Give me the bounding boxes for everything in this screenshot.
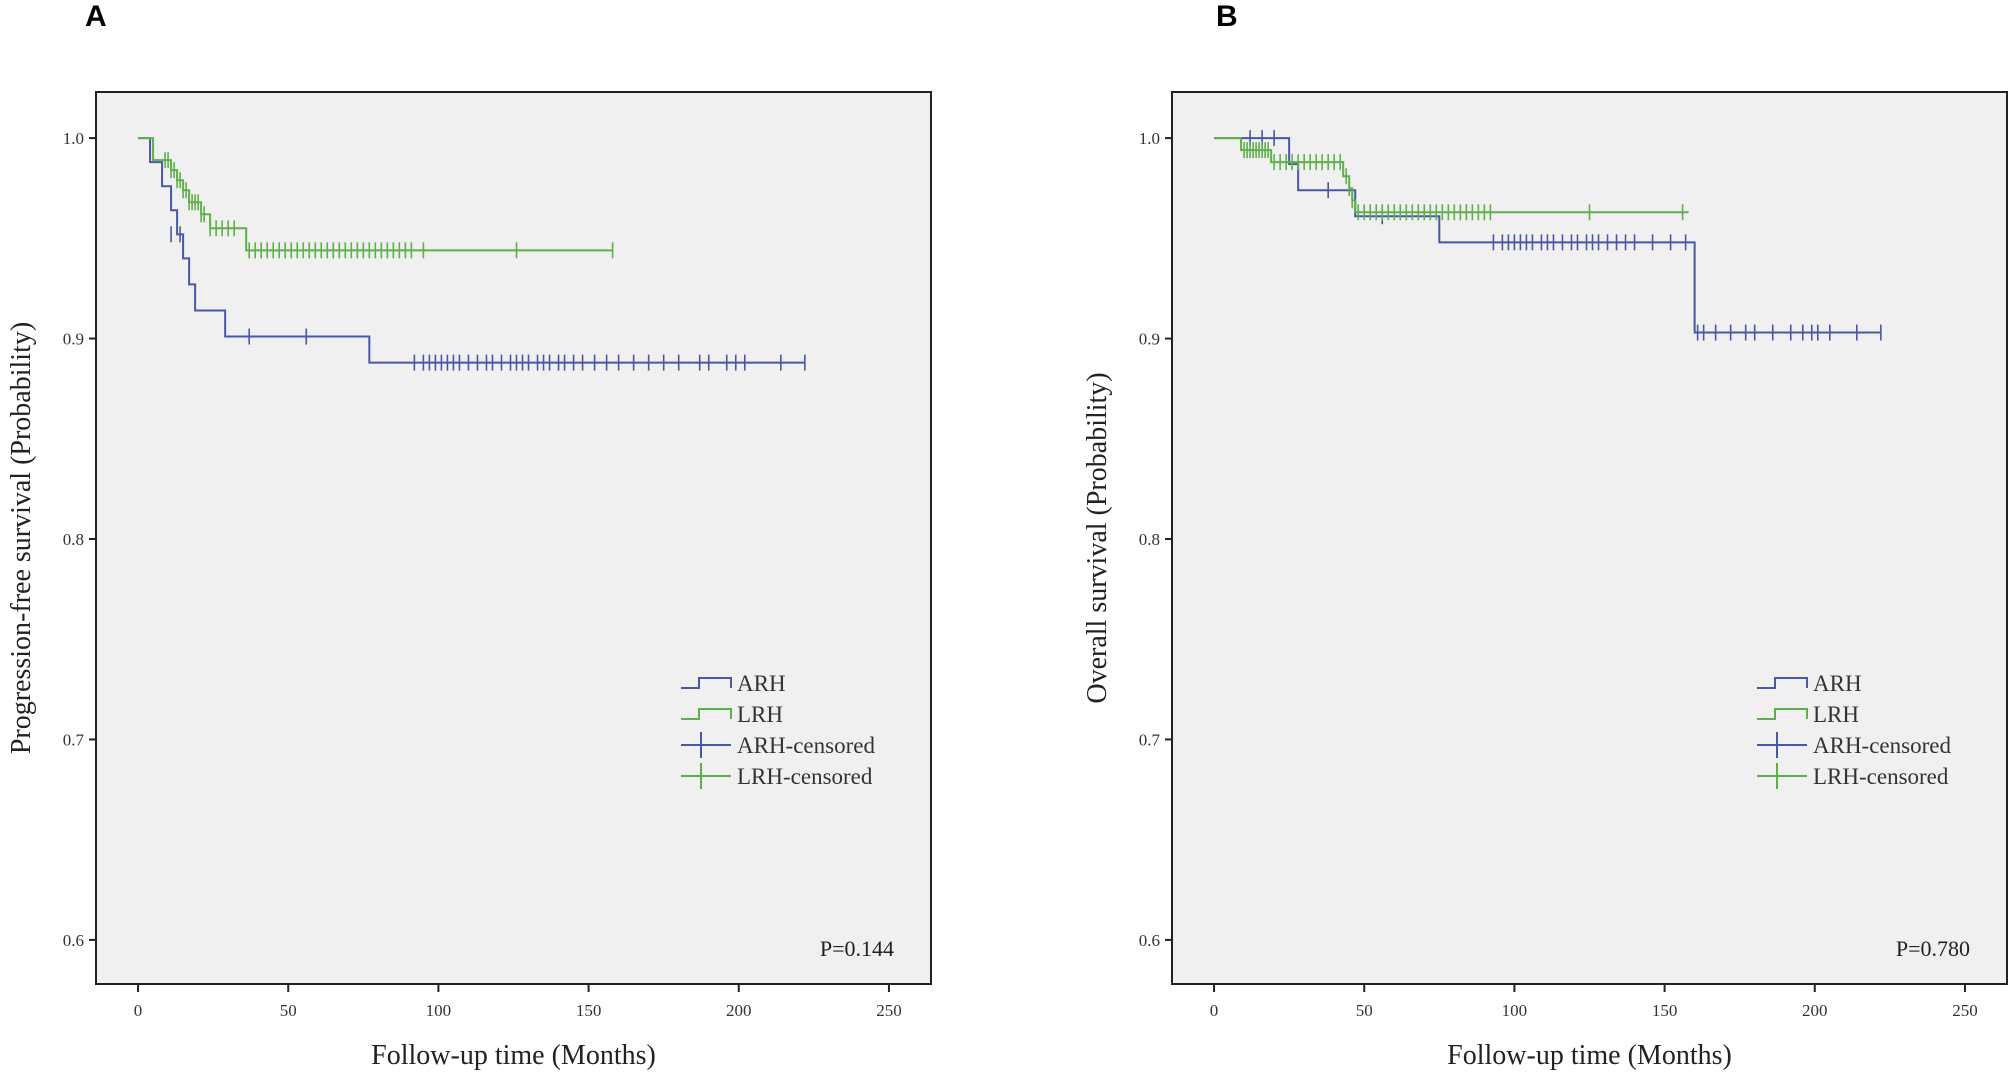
y-tick-label: 0.7: [63, 730, 85, 749]
y-tick-label: 0.6: [1139, 931, 1160, 950]
p-value: P=0.144: [820, 936, 894, 961]
y-tick-label: 0.9: [1139, 330, 1160, 349]
x-tick-label: 250: [1952, 1001, 1978, 1020]
x-tick-label: 0: [1210, 1001, 1219, 1020]
y-axis-title: Overall survival (Probability): [1082, 372, 1113, 703]
panel-b: B 0.6 0.7 0.8 0.9 1.0 0 50 100 150 200 250 Follow-u…: [1076, 0, 2013, 1079]
panel-label: A: [85, 0, 107, 33]
legend-swatch-line: [681, 708, 732, 720]
y-tick-label: 0.8: [1139, 530, 1160, 549]
p-value: P=0.780: [1896, 936, 1970, 961]
legend-swatch-line: [1757, 708, 1808, 720]
x-tick-label: 250: [876, 1001, 902, 1020]
km-curve-arh: [138, 137, 805, 364]
legend-label: ARH: [737, 671, 786, 696]
legend-label: ARH-censored: [737, 733, 875, 758]
x-tick-label: 0: [134, 1001, 143, 1020]
x-tick-label: 200: [1802, 1001, 1828, 1020]
legend-label: LRH: [1813, 702, 1859, 727]
y-tick-label: 0.6: [63, 931, 84, 950]
y-tick-label: 0.9: [63, 330, 84, 349]
x-tick-label: 150: [1652, 1001, 1678, 1020]
x-axis-title: Follow-up time (Months): [371, 1040, 656, 1071]
y-tick-label: 1.0: [63, 129, 84, 148]
km-chart-b: 0.6 0.7 0.8 0.9 1.0 0 50 100 150 200 250 Follow-up …: [1082, 91, 2008, 1071]
plot-area: [1171, 91, 2008, 985]
x-tick-label: 200: [726, 1001, 752, 1020]
y-tick-label: 0.8: [63, 530, 84, 549]
legend-label: LRH-censored: [737, 764, 873, 789]
y-axis-title: Progression-free survival (Probability): [6, 322, 37, 754]
plot-area: [95, 91, 932, 985]
y-tick-label: 0.7: [1139, 730, 1161, 749]
x-tick-label: 100: [1502, 1001, 1528, 1020]
x-tick-label: 50: [280, 1001, 297, 1020]
x-tick-label: 50: [1356, 1001, 1373, 1020]
x-axis-title: Follow-up time (Months): [1447, 1040, 1732, 1071]
km-chart-a: 0.6 0.7 0.8 0.9 1.0 0 50 100 150 200 250 Follow-up …: [6, 91, 932, 1071]
legend-swatch-line: [1757, 677, 1808, 689]
legend-swatch-line: [681, 677, 732, 689]
legend-label: LRH-censored: [1813, 764, 1949, 789]
legend-label: LRH: [737, 702, 783, 727]
legend-label: ARH-censored: [1813, 733, 1951, 758]
y-tick-label: 1.0: [1139, 129, 1160, 148]
x-tick-label: 150: [576, 1001, 602, 1020]
panel-a: A 0.6 0.7 0.8 0.9 1.0 0 50 100 150 200 250 Follow-u…: [0, 0, 1006, 1079]
x-tick-label: 100: [426, 1001, 452, 1020]
panel-label: B: [1216, 0, 1238, 33]
legend-label: ARH: [1813, 671, 1862, 696]
